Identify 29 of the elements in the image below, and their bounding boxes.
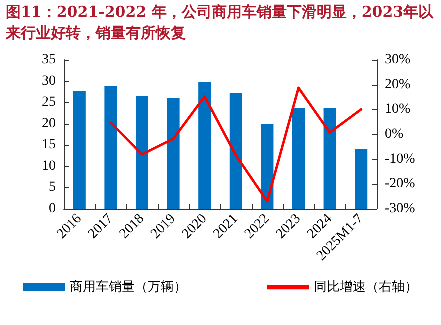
bar	[198, 82, 212, 209]
y2-tick-label: -30%	[385, 202, 416, 216]
bar	[167, 98, 180, 209]
y-tick-label: 10	[42, 158, 56, 174]
y2-tick-label: -10%	[385, 152, 416, 167]
y-tick-label: 25	[42, 95, 56, 110]
bar	[324, 108, 336, 209]
bar	[261, 124, 274, 209]
legend-label: 同比增速（右轴）	[314, 280, 418, 295]
bar	[292, 108, 306, 209]
bar	[230, 93, 242, 209]
y2-tick-label: 10%	[385, 102, 411, 118]
bar	[136, 96, 149, 209]
bar	[104, 86, 118, 209]
y2-tick-label: 0%	[385, 127, 404, 142]
bar	[355, 149, 368, 209]
y-tick-label: 15	[42, 138, 56, 153]
y-tick-label: 5	[49, 180, 56, 196]
y-tick-label: 35	[42, 52, 56, 68]
y2-tick-label: 30%	[385, 52, 411, 68]
y2-tick-label: -20%	[385, 176, 416, 192]
y-tick-label: 0	[49, 202, 56, 216]
y-tick-label: 30	[42, 74, 56, 89]
y-tick-label: 20	[42, 116, 56, 132]
chart-title: 图11：2021-2022 年，公司商用车销量下滑明显，2023年以来行业好转，销量有所恢复	[6, 2, 435, 44]
y2-tick-label: 20%	[385, 77, 411, 92]
line-series	[110, 86, 363, 203]
legend-label: 商用车销量（万辆）	[70, 280, 187, 295]
bar	[73, 91, 86, 209]
